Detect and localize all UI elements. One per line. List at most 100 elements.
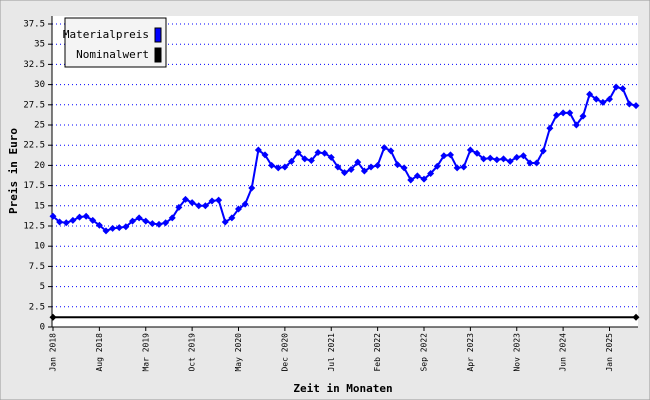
y-tick-label: 7.5 [29, 262, 45, 272]
y-tick-label: 22.5 [23, 141, 45, 151]
data-point [473, 149, 481, 157]
data-point [182, 195, 189, 203]
x-tick-label: Mar 2019 [141, 333, 150, 372]
x-tick-label: Sep 2022 [420, 333, 429, 372]
data-point [572, 121, 580, 129]
data-point [592, 95, 600, 103]
data-point [254, 146, 262, 154]
data-point [327, 153, 335, 161]
legend-label: Nominalwert [76, 48, 149, 61]
y-tick-label: 32.5 [23, 60, 45, 70]
data-point [235, 205, 242, 213]
data-point [281, 163, 289, 171]
data-point [162, 219, 170, 227]
data-point [367, 163, 375, 171]
legend-swatch [154, 47, 162, 63]
data-point [122, 223, 130, 231]
data-point [175, 203, 183, 211]
data-point [493, 156, 501, 164]
data-point [268, 161, 276, 169]
x-tick-label: Jul 2021 [327, 333, 336, 372]
x-tick-label: Aug 2018 [95, 333, 104, 372]
data-point [148, 220, 156, 228]
data-point [334, 163, 342, 171]
data-point [625, 100, 633, 108]
data-point [612, 83, 620, 91]
data-point [400, 164, 408, 172]
data-point [188, 199, 196, 207]
y-tick-label: 2.5 [29, 302, 45, 312]
data-point [453, 164, 461, 172]
x-tick-label: Jan 2025 [605, 333, 614, 372]
x-tick-label: Feb 2022 [373, 333, 382, 372]
data-point [394, 161, 401, 169]
x-tick-label: Dec 2020 [280, 333, 289, 372]
y-tick-label: 27.5 [23, 100, 45, 110]
data-point [632, 313, 640, 321]
data-point [135, 214, 143, 222]
y-tick-label: 20 [34, 161, 45, 171]
legend-swatch [154, 27, 162, 43]
data-point [539, 147, 547, 155]
y-tick-label: 17.5 [23, 181, 45, 191]
data-point [553, 111, 560, 119]
data-point [387, 147, 395, 155]
data-point [526, 159, 534, 167]
data-point [49, 313, 57, 321]
x-tick-label: Oct 2019 [188, 333, 197, 372]
y-axis-title: Preis in Euro [7, 128, 20, 214]
x-axis-title: Zeit in Monaten [293, 382, 392, 395]
data-point [62, 219, 70, 227]
data-point [506, 157, 514, 165]
x-tick-label: Jan 2018 [49, 333, 58, 372]
data-point [606, 95, 613, 103]
y-tick-label: 30 [34, 80, 45, 90]
data-point [49, 212, 57, 220]
data-point [480, 155, 488, 163]
x-tick-label: May 2020 [234, 333, 243, 372]
data-point [420, 175, 428, 183]
data-point [433, 162, 441, 170]
data-point [519, 152, 527, 160]
data-point [427, 169, 435, 177]
x-tick-label: Apr 2023 [466, 333, 475, 372]
data-point [76, 213, 83, 221]
data-point [274, 164, 282, 172]
data-point [513, 153, 521, 161]
data-point [301, 155, 309, 163]
data-point [314, 148, 322, 156]
data-point [354, 158, 362, 166]
data-point [566, 109, 574, 117]
data-point [168, 214, 176, 222]
data-point [374, 161, 382, 169]
data-point [460, 163, 468, 171]
y-tick-label: 37.5 [23, 20, 45, 30]
data-point [360, 167, 368, 175]
data-point [89, 216, 97, 224]
y-tick-label: 0 [40, 323, 45, 333]
data-point [321, 149, 329, 157]
y-tick-label: 12.5 [23, 222, 45, 232]
data-point [341, 169, 348, 177]
data-point [129, 217, 136, 225]
y-tick-label: 25 [34, 121, 45, 131]
data-point [56, 218, 64, 226]
data-point [619, 85, 627, 93]
data-point [69, 216, 77, 224]
y-tick-label: 15 [34, 201, 45, 211]
data-point [413, 172, 421, 180]
data-point [347, 165, 355, 173]
data-point [586, 90, 594, 98]
data-point [533, 159, 541, 167]
data-point [466, 146, 474, 154]
data-point [155, 220, 163, 228]
data-point [440, 152, 448, 160]
y-tick-label: 10 [34, 242, 45, 252]
data-point [208, 197, 216, 205]
data-point [500, 155, 507, 163]
y-tick-label: 5 [40, 282, 45, 292]
data-point [221, 218, 229, 226]
x-tick-label: Nov 2023 [512, 333, 521, 372]
data-point [248, 184, 256, 192]
